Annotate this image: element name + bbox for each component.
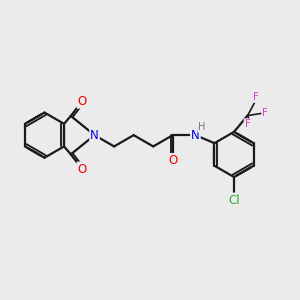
Text: N: N	[90, 129, 99, 142]
Text: F: F	[244, 119, 250, 129]
Text: O: O	[77, 95, 87, 108]
Text: N: N	[191, 129, 200, 142]
Text: Cl: Cl	[228, 194, 240, 206]
Text: O: O	[168, 154, 177, 167]
Text: F: F	[262, 108, 268, 118]
Text: F: F	[253, 92, 258, 102]
Text: O: O	[77, 163, 87, 176]
Text: H: H	[198, 122, 206, 132]
